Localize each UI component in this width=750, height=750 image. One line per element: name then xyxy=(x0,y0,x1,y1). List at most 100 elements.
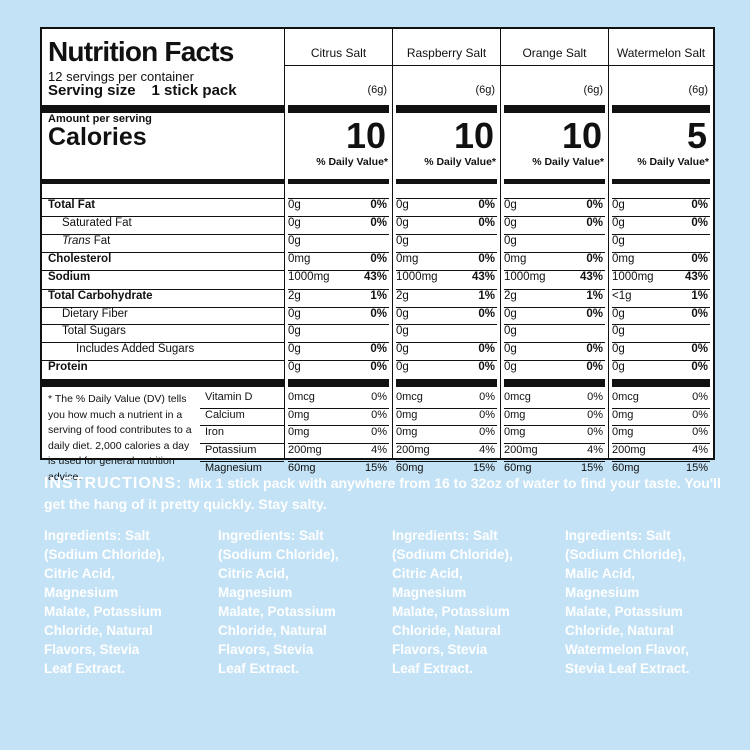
vitamin-amount: 0mg xyxy=(396,426,418,438)
dv-header: % Daily Value* xyxy=(316,156,388,168)
row-divider xyxy=(396,252,497,253)
nutrient-amount: 0g xyxy=(612,361,625,373)
nutrient-amount: 0g xyxy=(396,217,409,229)
vitamin-dv: 4% xyxy=(371,444,387,456)
row-divider xyxy=(504,252,605,253)
nutrient-amount: 0mg xyxy=(504,253,527,265)
nutrient-amount: 0g xyxy=(288,343,301,355)
vitamin-dv: 4% xyxy=(692,444,708,456)
nutrient-amount: 2g xyxy=(288,290,301,302)
nutrient-amount: 0g xyxy=(612,217,625,229)
nutrient-amount: 0g xyxy=(612,343,625,355)
row-divider xyxy=(504,234,605,235)
row-divider xyxy=(42,234,284,235)
vitamin-amount: 60mg xyxy=(612,462,640,474)
vitamin-amount: 0mcg xyxy=(396,391,423,403)
nutrient-amount: 2g xyxy=(396,290,409,302)
header-divider xyxy=(285,65,392,66)
vitamin-amount: 200mg xyxy=(504,444,538,456)
row-divider xyxy=(396,234,497,235)
nutrient-label: Saturated Fat xyxy=(62,217,132,229)
nutrient-amount: 2g xyxy=(504,290,517,302)
header-divider xyxy=(501,65,608,66)
vitamin-amount: 60mg xyxy=(396,462,424,474)
thick-rule xyxy=(396,179,497,184)
flavor-column-citrus: Citrus Salt (6g) 10% Daily Value* 0g 0% 0g 0% 0… xyxy=(285,29,393,474)
row-divider xyxy=(504,408,605,409)
nutrient-dv: 1% xyxy=(478,290,495,302)
vitamin-dv: 0% xyxy=(587,426,603,438)
flavor-column-watermelon: Watermelon Salt (6g) 5% Daily Value* 0g 0% 0g… xyxy=(609,29,713,474)
nutrient-dv: 43% xyxy=(471,271,495,283)
row-divider xyxy=(396,270,497,271)
row-divider xyxy=(396,216,497,217)
thick-rule xyxy=(288,179,389,184)
row-divider xyxy=(504,270,605,271)
ingredients-raspberry: Ingredients: Salt (Sodium Chloride), Cit… xyxy=(218,528,339,676)
instructions-heading: INSTRUCTIONS: xyxy=(44,475,183,492)
row-divider xyxy=(612,443,710,444)
instructions-text: Mix 1 stick pack with anywhere from 16 t… xyxy=(44,475,721,512)
thick-rule xyxy=(504,379,605,387)
nutrient-dv: 0% xyxy=(478,343,495,355)
nutrient-amount: 1000mg xyxy=(504,271,546,283)
thick-rule xyxy=(396,379,497,387)
vitamin-dv: 15% xyxy=(364,462,387,474)
flavor-name: Orange Salt xyxy=(522,46,587,60)
nutrient-dv: 0% xyxy=(370,361,387,373)
row-divider xyxy=(288,216,389,217)
row-divider xyxy=(288,307,389,308)
row-divider xyxy=(200,425,284,426)
row-divider xyxy=(612,216,710,217)
thick-rule xyxy=(396,105,497,113)
row-divider xyxy=(504,324,605,325)
row-divider xyxy=(288,360,389,361)
vitamin-label: Potassium xyxy=(205,444,257,456)
ingredients-citrus: Ingredients: Salt (Sodium Chloride), Cit… xyxy=(44,528,165,676)
row-divider xyxy=(612,307,710,308)
vitamin-label: Vitamin D xyxy=(205,391,253,403)
ingredients-orange: Ingredients: Salt (Sodium Chloride), Cit… xyxy=(392,528,513,676)
nutrient-label: Total Carbohydrate xyxy=(48,290,153,302)
nutrient-amount: 0mg xyxy=(612,253,635,265)
serving-size: Serving size 1 stick pack xyxy=(48,82,237,99)
thick-rule xyxy=(42,179,284,184)
row-divider xyxy=(612,234,710,235)
row-divider xyxy=(504,342,605,343)
servings-per-container: 12 servings per container xyxy=(48,69,194,84)
row-divider xyxy=(396,324,497,325)
thick-rule xyxy=(612,379,710,387)
nutrient-dv: 0% xyxy=(478,217,495,229)
vitamin-dv: 15% xyxy=(580,462,603,474)
row-divider xyxy=(612,198,710,199)
vitamin-amount: 60mg xyxy=(288,462,316,474)
calories-value: 5 xyxy=(686,115,707,156)
row-divider xyxy=(396,342,497,343)
nutrient-amount: 1000mg xyxy=(288,271,330,283)
vitamin-amount: 0mcg xyxy=(504,391,531,403)
vitamin-amount: 200mg xyxy=(288,444,322,456)
row-divider xyxy=(504,216,605,217)
nutrient-amount: 0g xyxy=(396,308,409,320)
vitamin-amount: 0mg xyxy=(396,409,418,421)
nutrient-dv: 0% xyxy=(478,199,495,211)
serving-grams: (6g) xyxy=(583,84,603,96)
nutrient-amount: 0g xyxy=(504,235,517,247)
nutrient-amount: 0g xyxy=(396,343,409,355)
nutrient-dv: 0% xyxy=(586,343,603,355)
row-divider xyxy=(200,461,284,462)
nutrient-amount: 0g xyxy=(504,343,517,355)
vitamin-dv: 0% xyxy=(692,391,708,403)
row-divider xyxy=(612,324,710,325)
flavor-column-raspberry: Raspberry Salt (6g) 10% Daily Value* 0g 0% 0g… xyxy=(393,29,501,474)
row-divider xyxy=(288,461,389,462)
nutrient-dv: 0% xyxy=(586,361,603,373)
row-divider xyxy=(42,307,284,308)
row-divider xyxy=(42,252,284,253)
nutrient-amount: 0g xyxy=(504,361,517,373)
nutrient-label: Protein xyxy=(48,361,88,373)
row-divider xyxy=(288,252,389,253)
dv-header: % Daily Value* xyxy=(637,156,709,168)
nutrient-label: Sodium xyxy=(48,271,91,283)
row-divider xyxy=(612,461,710,462)
